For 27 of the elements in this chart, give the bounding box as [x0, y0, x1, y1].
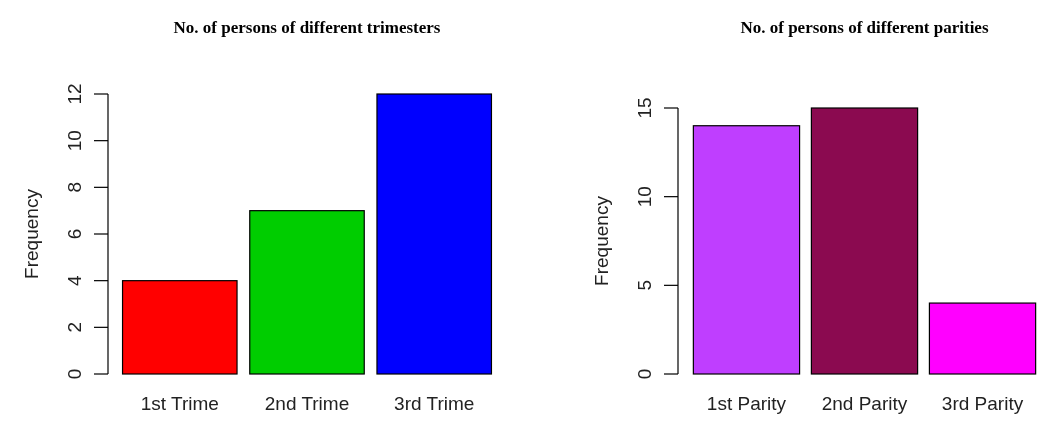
y-axis-title: Frequency [21, 188, 42, 279]
y-tick-label: 10 [634, 186, 655, 208]
bar [692, 125, 801, 375]
y-tick-label: 12 [64, 83, 85, 105]
chart-title: No. of persons of different trimesters [173, 18, 441, 37]
y-tick-label: 0 [634, 368, 655, 380]
y-tick-label: 4 [64, 274, 85, 286]
y-tick-label: 2 [64, 322, 85, 333]
y-tick-label: 6 [64, 228, 85, 240]
chart-title: No. of persons of different parities [740, 18, 989, 37]
x-tick-label: 3rd Parity [941, 393, 1024, 414]
x-tick-label: 1st Trime [140, 393, 219, 414]
y-tick-label: 15 [634, 97, 655, 119]
bar [928, 302, 1037, 375]
x-tick-label: 2nd Parity [821, 393, 908, 414]
bar [810, 107, 919, 375]
y-tick-label: 5 [634, 280, 655, 291]
bar [249, 210, 365, 375]
y-axis-title: Frequency [591, 195, 612, 286]
y-tick-label: 8 [64, 182, 85, 193]
bar [121, 280, 238, 375]
y-tick-label: 0 [64, 368, 85, 380]
y-tick-label: 10 [64, 130, 85, 152]
x-tick-label: 3rd Trime [394, 393, 475, 414]
x-tick-label: 2nd Trime [264, 393, 350, 414]
x-tick-label: 1st Parity [706, 393, 787, 414]
bar [376, 93, 493, 375]
